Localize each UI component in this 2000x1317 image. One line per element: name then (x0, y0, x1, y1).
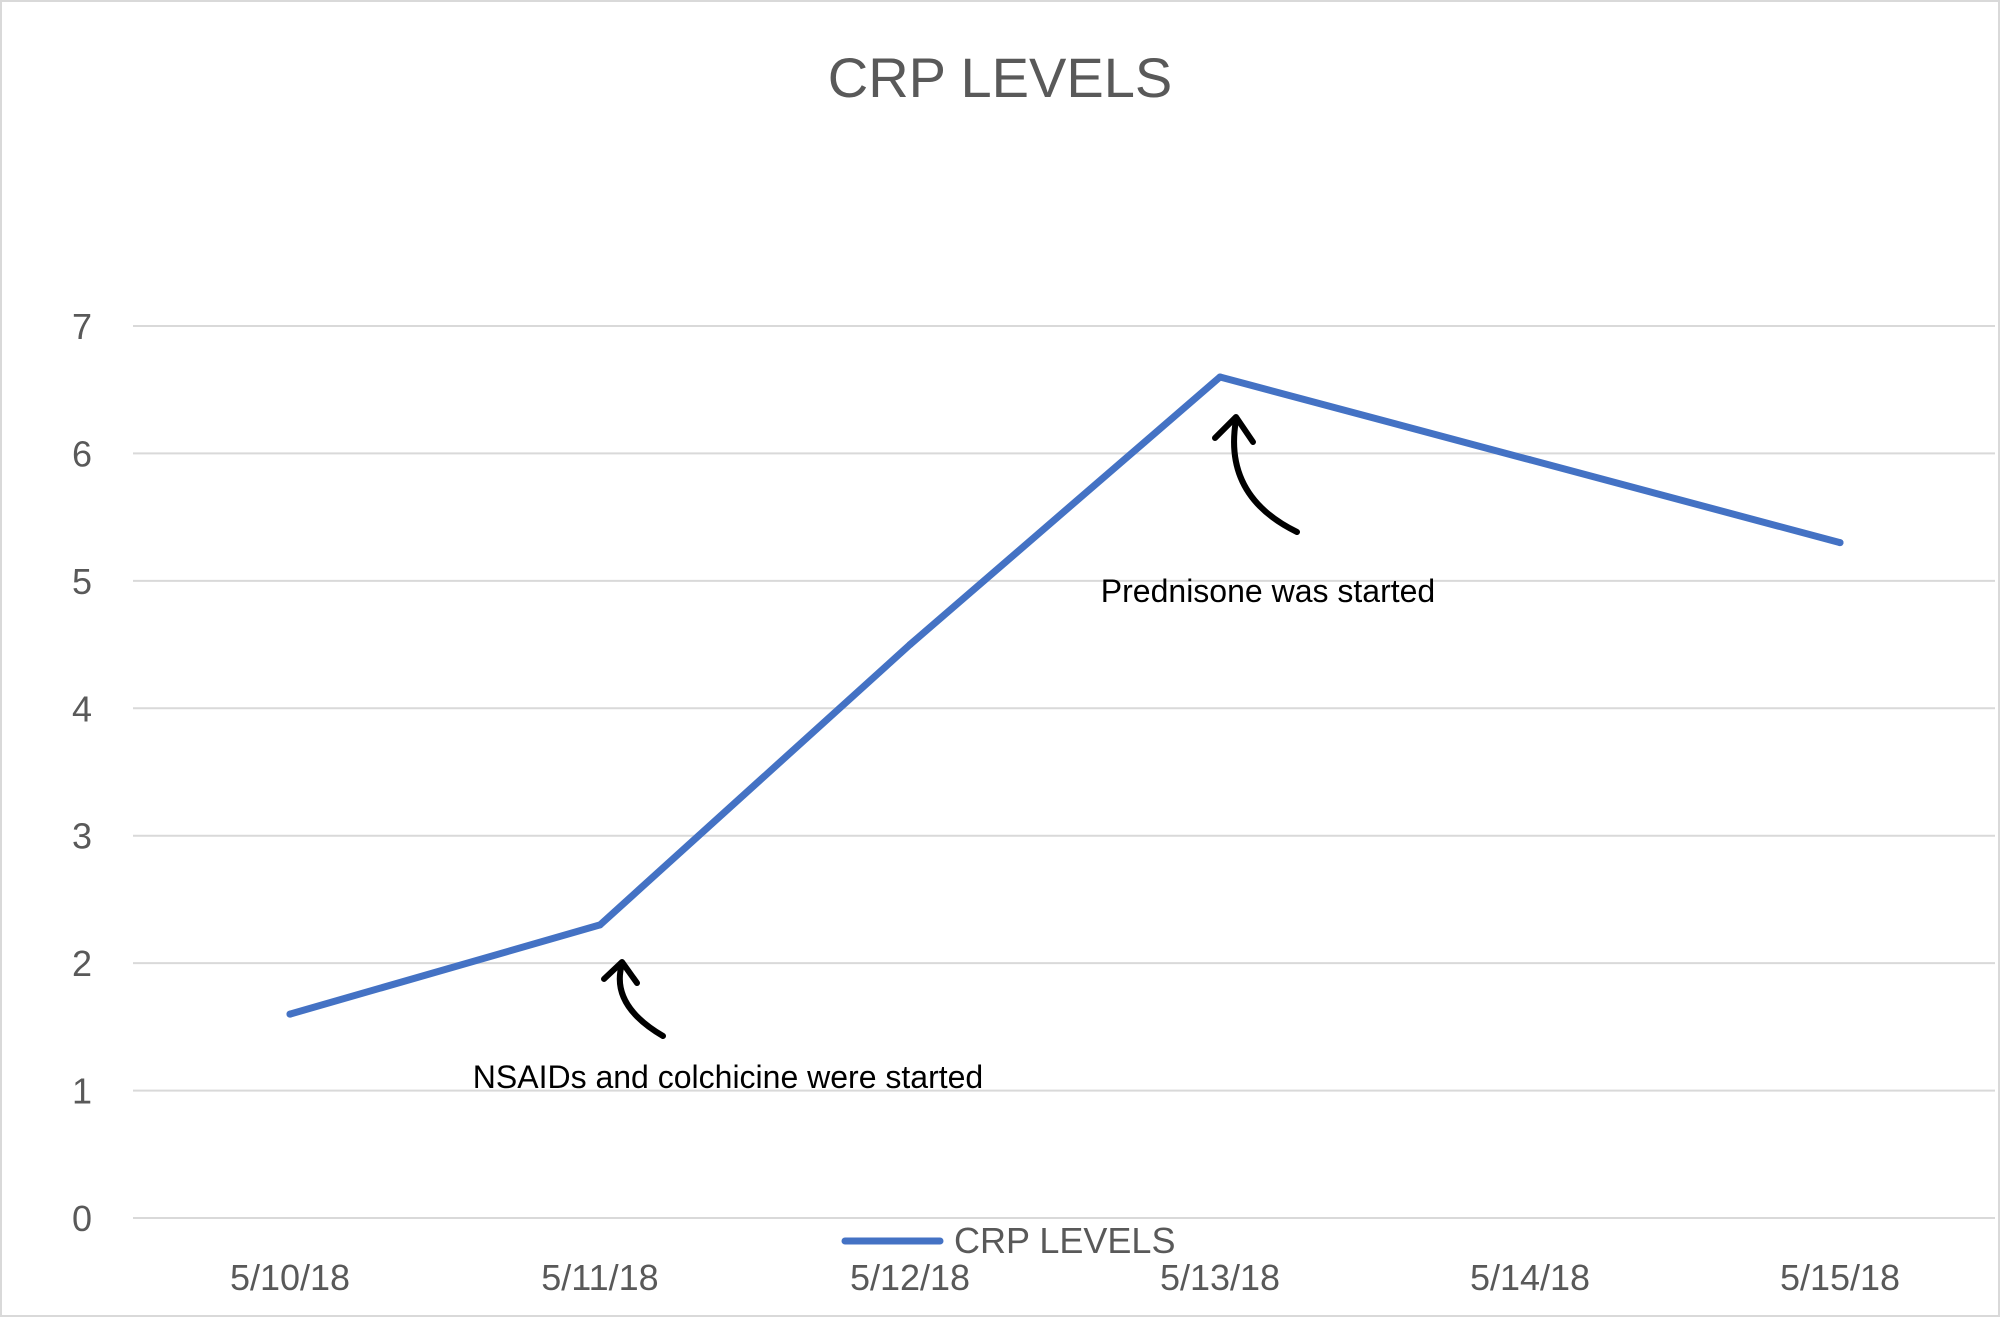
x-tick-label: 5/10/18 (230, 1257, 350, 1298)
series-line-crp-levels (286, 373, 1844, 1018)
x-axis-ticks: 5/10/18 5/11/18 5/12/18 5/13/18 5/14/18 5/15/… (230, 1257, 1900, 1298)
annotation-label: NSAIDs and colchicine were started (473, 1059, 983, 1095)
y-tick-label: 5 (72, 561, 92, 602)
x-tick-label: 5/11/18 (541, 1257, 658, 1298)
data-point (906, 641, 914, 649)
legend-label: CRP LEVELS (954, 1220, 1175, 1261)
annotation-label: Prednisone was started (1101, 573, 1435, 609)
y-tick-label: 1 (72, 1071, 92, 1112)
y-tick-label: 4 (72, 688, 92, 729)
annotation-arrowhead-icon (601, 959, 640, 986)
y-tick-label: 7 (72, 306, 92, 347)
gridlines (133, 325, 1995, 1219)
annotations: NSAIDs and colchicine were started Predni… (473, 414, 1435, 1095)
data-point (286, 1010, 294, 1018)
x-tick-label: 5/12/18 (850, 1257, 970, 1298)
chart-title: CRP LEVELS (828, 46, 1172, 109)
annotation-arrow-icon (616, 961, 666, 1039)
y-tick-label: 2 (72, 943, 92, 984)
data-point (596, 921, 604, 929)
annotation-arrowhead-icon (1212, 414, 1256, 445)
series (286, 373, 1844, 1018)
x-tick-label: 5/14/18 (1470, 1257, 1590, 1298)
x-tick-label: 5/15/18 (1780, 1257, 1900, 1298)
legend: CRP LEVELS (841, 1220, 1175, 1261)
y-axis-ticks: 0 1 2 3 4 5 6 7 (72, 306, 92, 1239)
y-tick-label: 0 (72, 1198, 92, 1239)
data-point (1836, 539, 1844, 547)
x-tick-label: 5/13/18 (1160, 1257, 1280, 1298)
y-tick-label: 3 (72, 816, 92, 857)
data-point (1216, 373, 1224, 381)
annotation-arrow-icon (1231, 417, 1300, 535)
data-point (1526, 456, 1534, 464)
y-tick-label: 6 (72, 433, 92, 474)
